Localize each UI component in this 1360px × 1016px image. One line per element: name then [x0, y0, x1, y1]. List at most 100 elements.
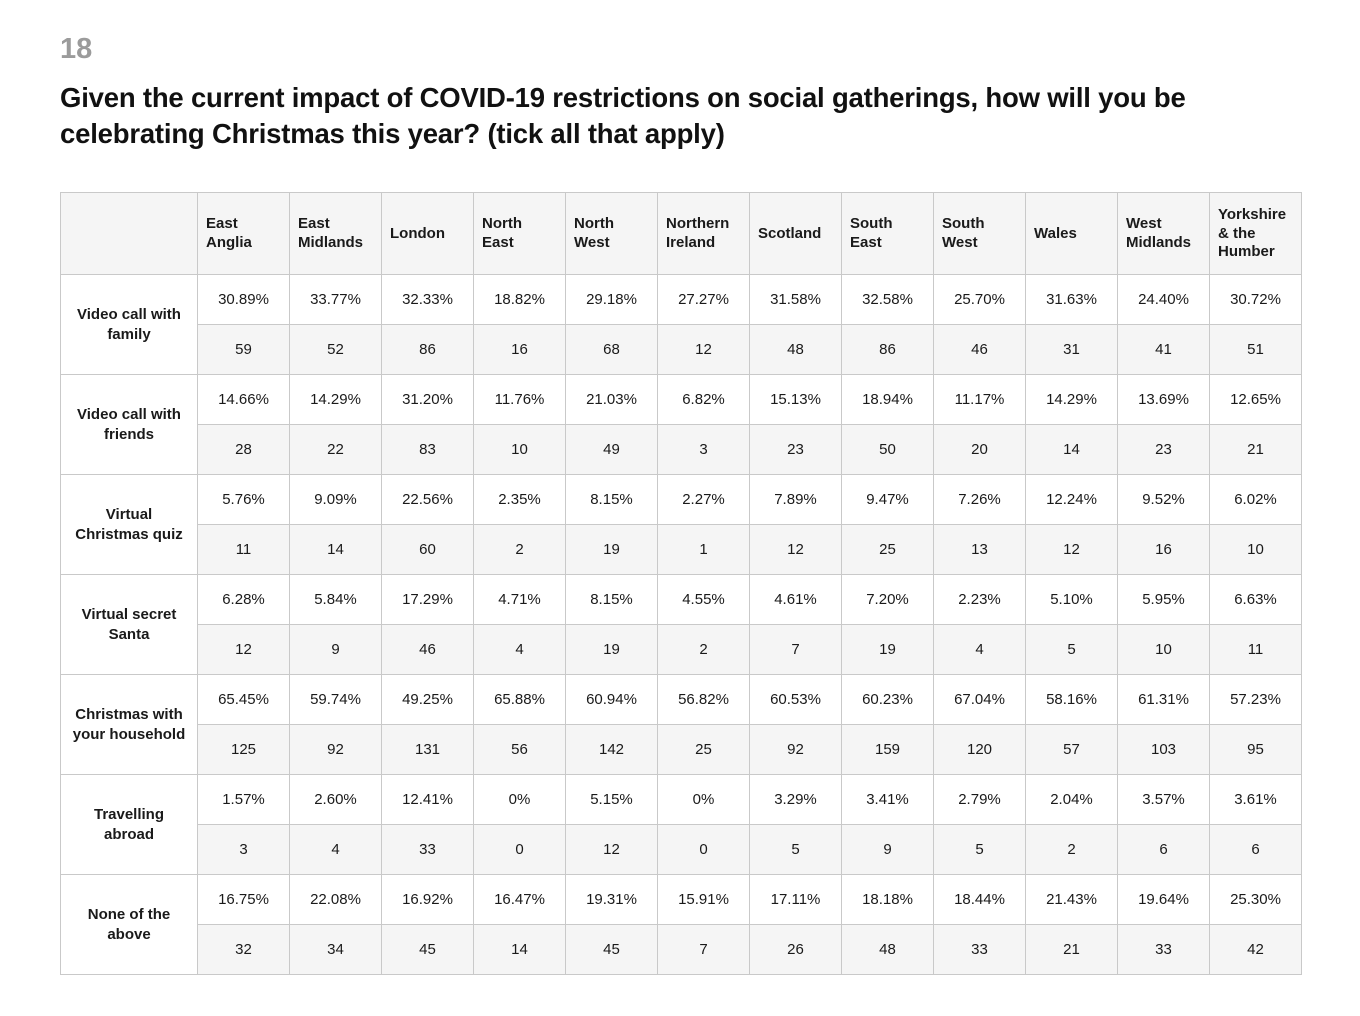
- count-cell: 52: [289, 324, 382, 376]
- percent-cell: 65.45%: [197, 674, 290, 726]
- count-cell: 142: [565, 724, 658, 776]
- count-cell: 28: [197, 424, 290, 476]
- percent-cell: 2.60%: [289, 774, 382, 826]
- count-cell: 5: [749, 824, 842, 876]
- percent-cell: 57.23%: [1209, 674, 1302, 726]
- percent-cell: 15.91%: [657, 874, 750, 926]
- count-cell: 46: [381, 624, 474, 676]
- percent-cell: 1.57%: [197, 774, 290, 826]
- count-cell: 32: [197, 924, 290, 976]
- percent-cell: 18.18%: [841, 874, 934, 926]
- percent-cell: 18.44%: [933, 874, 1026, 926]
- percent-cell: 16.47%: [473, 874, 566, 926]
- percent-cell: 2.27%: [657, 474, 750, 526]
- percent-cell: 3.41%: [841, 774, 934, 826]
- row-label: Virtual Christmas quiz: [60, 474, 198, 576]
- count-cell: 103: [1117, 724, 1210, 776]
- count-cell: 49: [565, 424, 658, 476]
- count-cell: 12: [749, 524, 842, 576]
- percent-cell: 32.33%: [381, 274, 474, 326]
- count-cell: 33: [1117, 924, 1210, 976]
- percent-cell: 49.25%: [381, 674, 474, 726]
- percent-cell: 3.61%: [1209, 774, 1302, 826]
- count-cell: 86: [841, 324, 934, 376]
- percent-cell: 9.09%: [289, 474, 382, 526]
- count-cell: 41: [1117, 324, 1210, 376]
- percent-cell: 24.40%: [1117, 274, 1210, 326]
- percent-cell: 7.89%: [749, 474, 842, 526]
- count-cell: 7: [657, 924, 750, 976]
- count-cell: 92: [749, 724, 842, 776]
- percent-cell: 6.63%: [1209, 574, 1302, 626]
- count-cell: 48: [841, 924, 934, 976]
- count-cell: 120: [933, 724, 1026, 776]
- percent-cell: 4.61%: [749, 574, 842, 626]
- count-cell: 3: [657, 424, 750, 476]
- percent-cell: 32.58%: [841, 274, 934, 326]
- percent-cell: 25.30%: [1209, 874, 1302, 926]
- percent-cell: 21.43%: [1025, 874, 1118, 926]
- percent-cell: 14.66%: [197, 374, 290, 426]
- percent-cell: 29.18%: [565, 274, 658, 326]
- table-row-count: 28 22 83 10 49 3 23 50 20 14 23 21: [61, 424, 1302, 476]
- count-cell: 56: [473, 724, 566, 776]
- table-row-percent: Video call with family 30.89% 33.77% 32.33%…: [60, 274, 1302, 376]
- percent-cell: 31.20%: [381, 374, 474, 426]
- percent-cell: 33.77%: [289, 274, 382, 326]
- percent-cell: 5.76%: [197, 474, 290, 526]
- percent-cell: 4.55%: [657, 574, 750, 626]
- percent-cell: 2.79%: [933, 774, 1026, 826]
- count-cell: 26: [749, 924, 842, 976]
- count-cell: 33: [933, 924, 1026, 976]
- percent-cell: 25.70%: [933, 274, 1026, 326]
- percent-cell: 12.41%: [381, 774, 474, 826]
- count-cell: 48: [749, 324, 842, 376]
- table-header: East Anglia East Midlands London North East…: [60, 192, 1302, 276]
- count-cell: 16: [473, 324, 566, 376]
- percent-cell: 9.52%: [1117, 474, 1210, 526]
- count-cell: 7: [749, 624, 842, 676]
- percent-cell: 21.03%: [565, 374, 658, 426]
- percent-cell: 5.10%: [1025, 574, 1118, 626]
- count-cell: 16: [1117, 524, 1210, 576]
- count-cell: 14: [473, 924, 566, 976]
- table-row-count: 12 9 46 4 19 2 7 19 4 5 10 11: [61, 624, 1302, 676]
- column-header: London: [381, 192, 474, 276]
- count-cell: 86: [381, 324, 474, 376]
- column-header: Wales: [1025, 192, 1118, 276]
- count-cell: 11: [197, 524, 290, 576]
- percent-cell: 60.53%: [749, 674, 842, 726]
- results-table: East Anglia East Midlands London North East…: [60, 192, 1302, 976]
- count-cell: 159: [841, 724, 934, 776]
- percent-cell: 16.92%: [381, 874, 474, 926]
- percent-cell: 59.74%: [289, 674, 382, 726]
- column-header: Scotland: [749, 192, 842, 276]
- count-cell: 21: [1209, 424, 1302, 476]
- table-body: Video call with family 30.89% 33.77% 32.33%…: [60, 274, 1302, 976]
- percent-cell: 22.56%: [381, 474, 474, 526]
- count-cell: 6: [1209, 824, 1302, 876]
- percent-cell: 18.94%: [841, 374, 934, 426]
- count-cell: 10: [473, 424, 566, 476]
- table-row-percent: Video call with friends 14.66% 14.29% 31.20…: [60, 374, 1302, 476]
- percent-cell: 60.94%: [565, 674, 658, 726]
- count-cell: 83: [381, 424, 474, 476]
- percent-cell: 8.15%: [565, 574, 658, 626]
- percent-cell: 16.75%: [197, 874, 290, 926]
- column-header: Northern Ireland: [657, 192, 750, 276]
- percent-cell: 27.27%: [657, 274, 750, 326]
- count-cell: 46: [933, 324, 1026, 376]
- percent-cell: 17.11%: [749, 874, 842, 926]
- count-cell: 12: [565, 824, 658, 876]
- percent-cell: 14.29%: [1025, 374, 1118, 426]
- row-label: Virtual secret Santa: [60, 574, 198, 676]
- percent-cell: 67.04%: [933, 674, 1026, 726]
- question-number: 18: [60, 33, 93, 65]
- percent-cell: 22.08%: [289, 874, 382, 926]
- count-cell: 11: [1209, 624, 1302, 676]
- count-cell: 19: [841, 624, 934, 676]
- count-cell: 14: [1025, 424, 1118, 476]
- count-cell: 23: [749, 424, 842, 476]
- count-cell: 25: [841, 524, 934, 576]
- column-header: South East: [841, 192, 934, 276]
